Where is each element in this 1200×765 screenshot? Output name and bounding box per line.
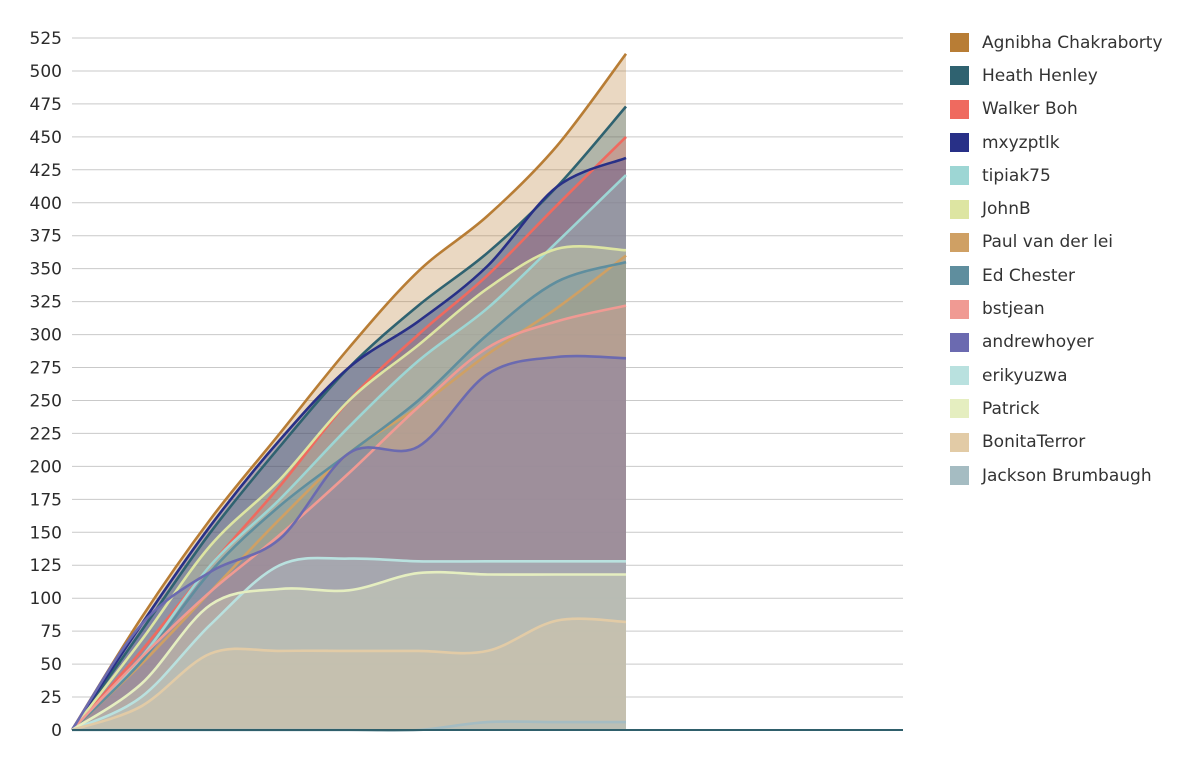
legend-item-heath-henley[interactable]: Heath Henley (950, 59, 1195, 92)
legend-label: JohnB (982, 199, 1031, 220)
area-jackson-brumbaugh (72, 721, 626, 731)
legend-swatch (950, 432, 969, 452)
legend-item-jackson-brumbaugh[interactable]: Jackson Brumbaugh (950, 459, 1195, 492)
legend-label: Ed Chester (982, 265, 1076, 286)
area-ed-chester (72, 262, 626, 730)
y-tick-label: 450 (30, 128, 62, 148)
legend-label: Paul van der lei (982, 232, 1114, 253)
legend-item-bonitaterror[interactable]: BonitaTerror (950, 426, 1195, 459)
line-tipiak75 (71, 174, 627, 731)
legend-swatch (950, 133, 969, 153)
area-johnb (72, 246, 626, 730)
legend-label: Patrick (982, 398, 1040, 419)
legend-item-agnibha-chakraborty[interactable]: Agnibha Chakraborty (950, 26, 1195, 59)
legend-swatch (950, 399, 969, 419)
legend-label: BonitaTerror (982, 432, 1086, 453)
legend-swatch (950, 266, 969, 286)
line-andrewhoyer (70, 354, 627, 731)
legend-item-walker-boh[interactable]: Walker Boh (950, 93, 1195, 126)
legend-item-patrick[interactable]: Patrick (950, 392, 1195, 425)
y-tick-label: 500 (30, 62, 62, 82)
y-tick-label: 300 (30, 326, 62, 346)
legend-item-andrewhoyer[interactable]: andrewhoyer (950, 326, 1195, 359)
legend-label: Heath Henley (982, 65, 1098, 86)
legend-swatch (950, 232, 969, 252)
legend-item-tipiak75[interactable]: tipiak75 (950, 159, 1195, 192)
legend-item-paul-van-der-lei[interactable]: Paul van der lei (950, 226, 1195, 259)
legend-swatch (950, 166, 969, 186)
legend-label: Walker Boh (982, 99, 1078, 120)
y-tick-label: 250 (30, 391, 62, 411)
legend-swatch (950, 99, 969, 119)
y-tick-label: 525 (30, 29, 62, 49)
y-tick-label: 400 (30, 194, 62, 214)
y-tick-label: 375 (30, 227, 62, 247)
y-tick-label: 225 (30, 424, 62, 444)
series-areas (72, 53, 626, 731)
legend-swatch (950, 366, 969, 386)
y-tick-label: 275 (30, 359, 62, 379)
legend-label: Jackson Brumbaugh (982, 465, 1152, 486)
legend-item-mxyzptlk[interactable]: mxyzptlk (950, 126, 1195, 159)
y-tick-label: 475 (30, 95, 62, 115)
legend: Agnibha Chakraborty Heath Henley Walker Bo… (950, 26, 1195, 492)
legend-label: erikyuzwa (982, 365, 1068, 386)
y-tick-label: 350 (30, 260, 62, 280)
y-axis-tick-labels: 0 25 50 75 100 125 150 175 200 225 250 275 300 325 350… (30, 29, 62, 741)
y-tick-label: 200 (30, 457, 62, 477)
line-patrick (71, 570, 626, 732)
area-andrewhoyer (72, 356, 626, 730)
y-tick-label: 325 (30, 293, 62, 313)
y-tick-label: 425 (30, 161, 62, 181)
legend-item-bstjean[interactable]: bstjean (950, 292, 1195, 325)
legend-label: Agnibha Chakraborty (982, 32, 1163, 53)
area-bonitaterror (72, 618, 626, 730)
line-mxyzptlk (70, 156, 627, 731)
area-walker-boh (72, 136, 626, 730)
y-tick-label: 75 (40, 622, 62, 642)
area-erikyuzwa (72, 558, 626, 730)
line-erikyuzwa (71, 556, 626, 732)
legend-label: mxyzptlk (982, 132, 1060, 153)
legend-label: bstjean (982, 299, 1045, 320)
legend-label: andrewhoyer (982, 332, 1094, 353)
legend-swatch (950, 332, 969, 352)
y-tick-label: 50 (40, 655, 62, 675)
legend-swatch (950, 199, 969, 219)
line-bonitaterror (71, 617, 627, 732)
legend-swatch (950, 33, 969, 53)
legend-swatch (950, 299, 969, 319)
area-chart: 0 25 50 75 100 125 150 175 200 225 250 275 300 325 350… (30, 29, 903, 741)
legend-item-erikyuzwa[interactable]: erikyuzwa (950, 359, 1195, 392)
area-mxyzptlk (72, 157, 626, 730)
y-tick-label: 25 (40, 688, 62, 708)
y-tick-label: 125 (30, 556, 62, 576)
y-tick-label: 0 (51, 721, 62, 741)
line-johnb (70, 245, 627, 731)
line-agnibha-chakraborty (70, 53, 628, 731)
legend-label: tipiak75 (982, 165, 1051, 186)
y-tick-label: 175 (30, 490, 62, 510)
y-tick-label: 150 (30, 523, 62, 543)
y-tick-label: 100 (30, 589, 62, 609)
series-lines (70, 53, 628, 732)
legend-item-ed-chester[interactable]: Ed Chester (950, 259, 1195, 292)
legend-swatch (950, 66, 969, 86)
legend-swatch (950, 466, 969, 485)
line-bstjean (71, 304, 627, 731)
legend-item-johnb[interactable]: JohnB (950, 192, 1195, 225)
